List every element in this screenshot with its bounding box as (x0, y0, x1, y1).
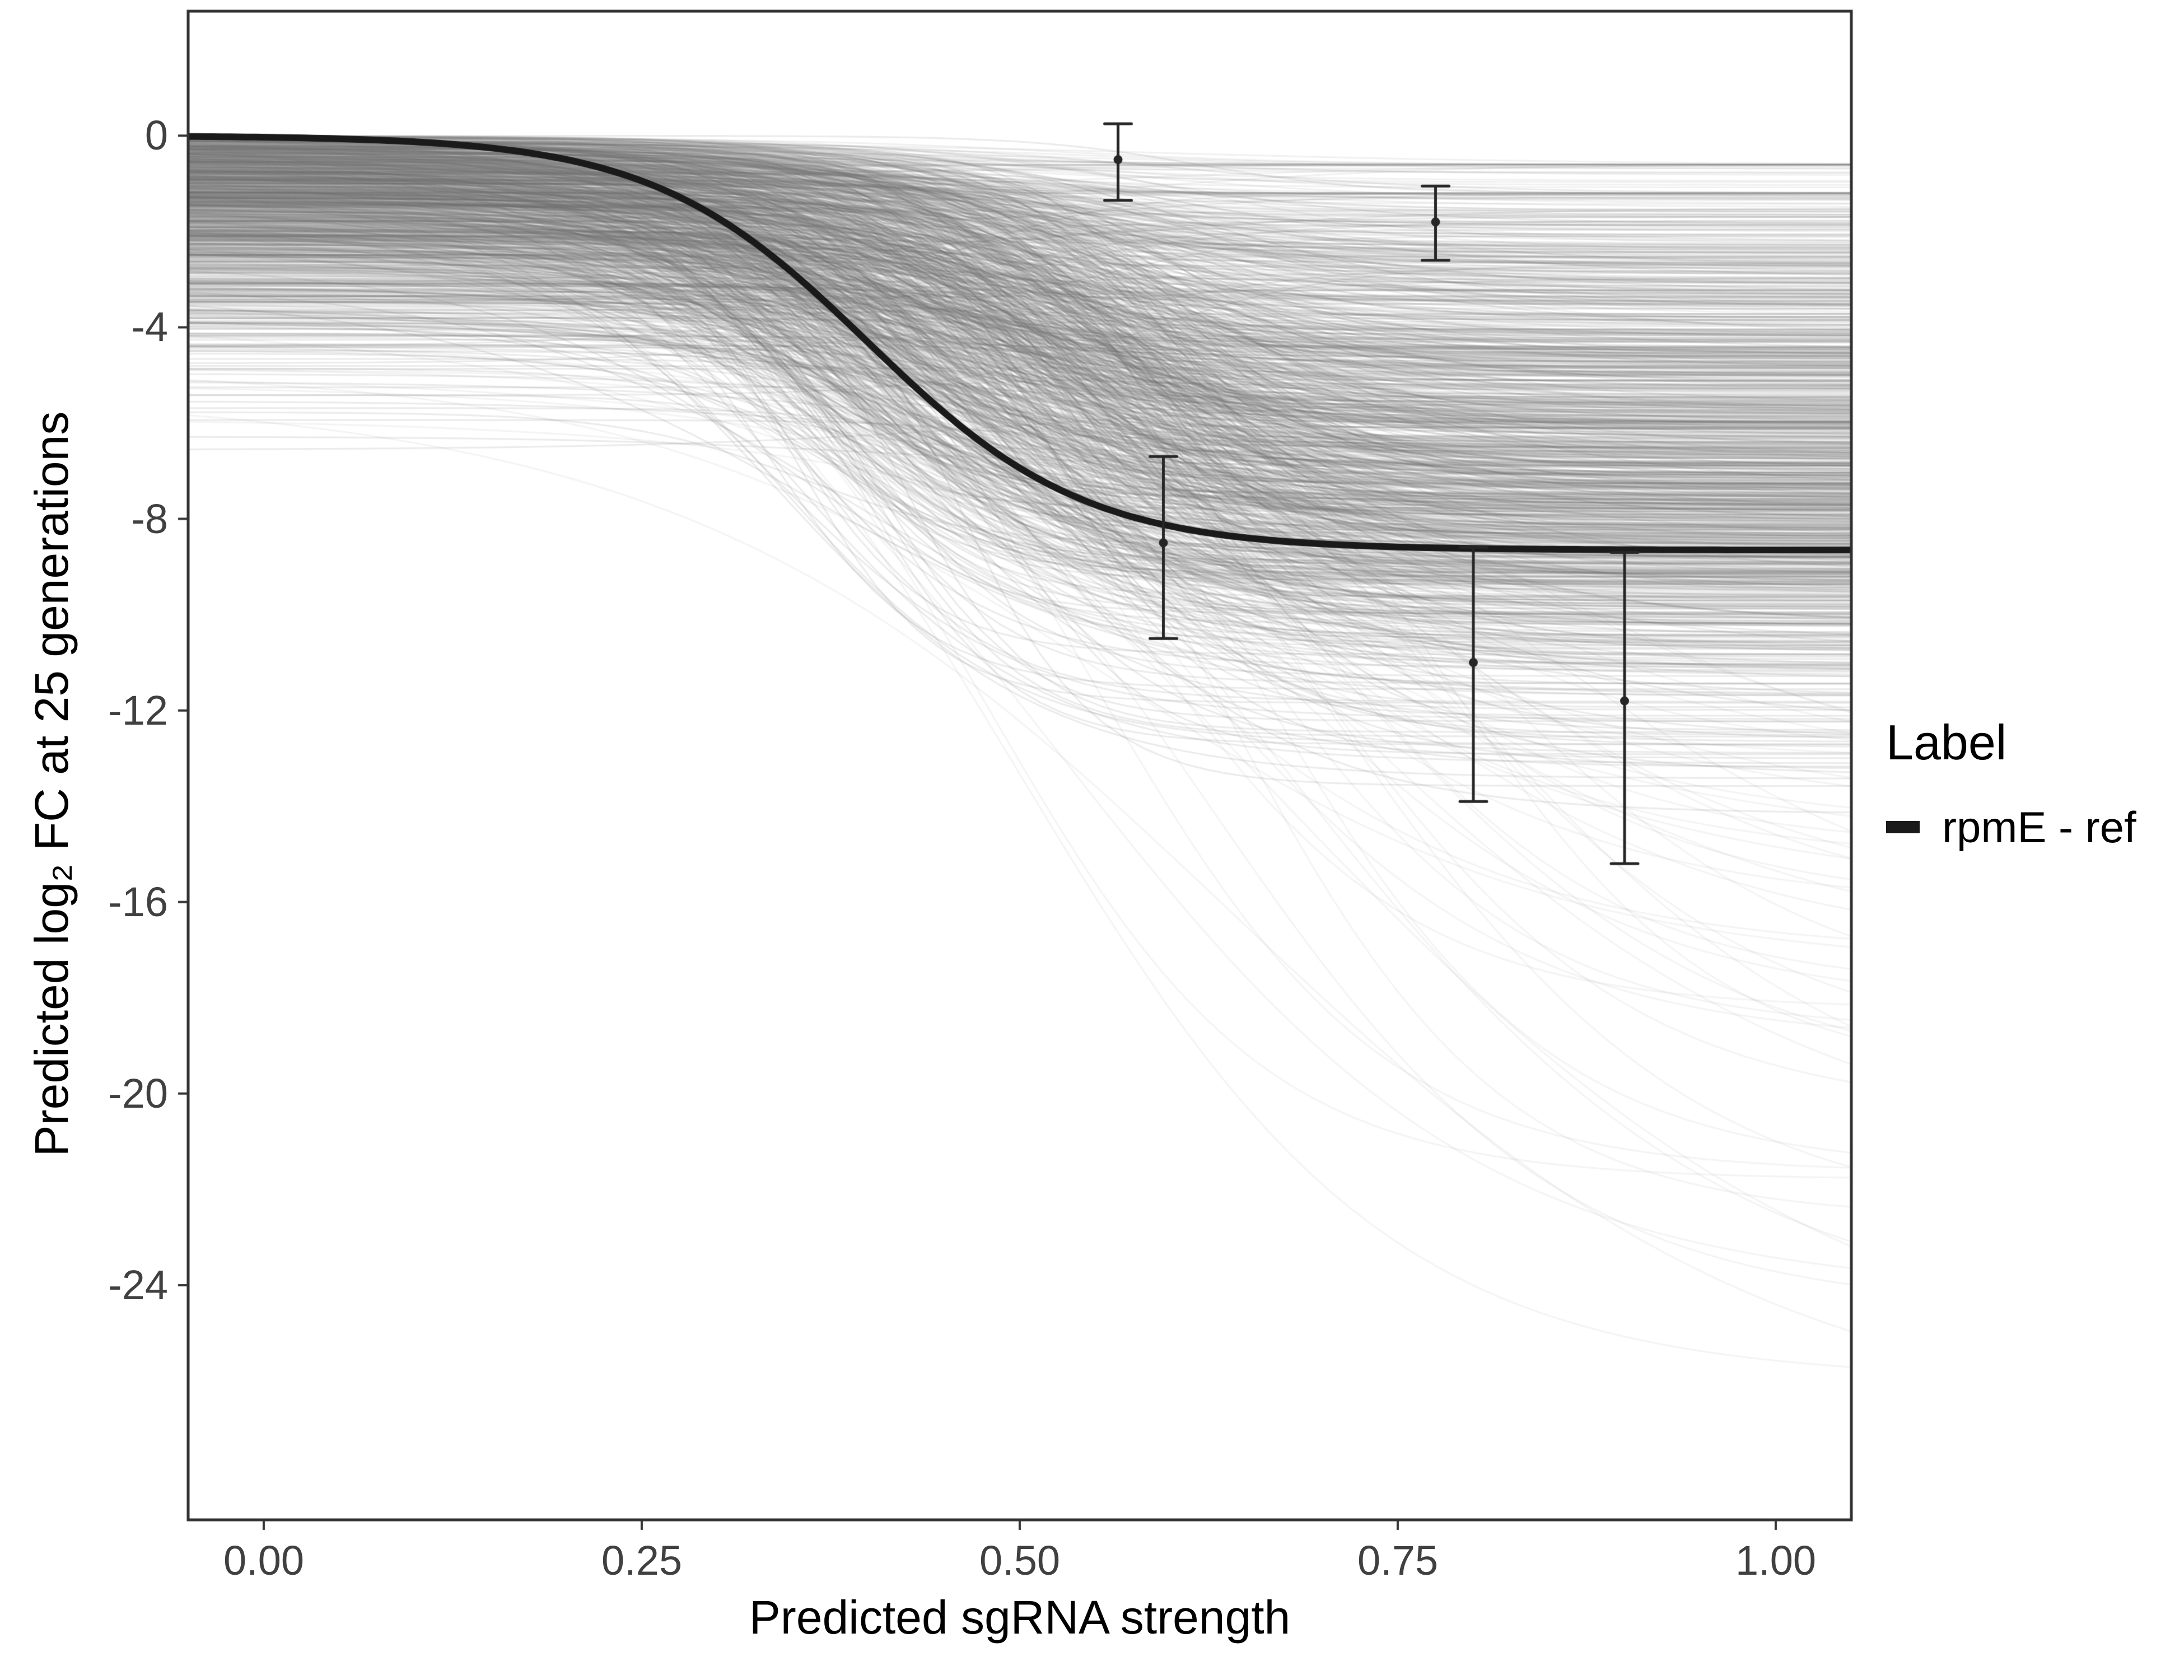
x-tick-label: 0.00 (223, 1537, 305, 1584)
y-tick-label: -8 (131, 495, 168, 542)
y-tick-label: -16 (108, 878, 168, 925)
y-tick-label: -4 (131, 304, 168, 351)
x-tick-label: 0.75 (1357, 1537, 1439, 1584)
legend: Label rpmE - ref (1886, 718, 2136, 849)
y-tick-label: -24 (108, 1261, 168, 1308)
y-tick-label: -12 (108, 687, 168, 734)
legend-title: Label (1886, 715, 2007, 770)
x-tick-label: 1.00 (1735, 1537, 1817, 1584)
y-tick-label: 0 (144, 112, 168, 159)
x-tick-label: 0.25 (601, 1537, 683, 1584)
y-axis-title: Predicted log₂ FC at 25 generations (25, 411, 78, 1157)
legend-item-label: rpmE - ref (1942, 802, 2136, 852)
y-tick-label: -20 (108, 1070, 168, 1117)
legend-line-swatch (1886, 821, 1920, 833)
x-tick-label: 0.50 (979, 1537, 1061, 1584)
legend-item: rpmE - ref (1886, 805, 2136, 849)
x-axis-title: Predicted sgRNA strength (749, 1591, 1291, 1644)
